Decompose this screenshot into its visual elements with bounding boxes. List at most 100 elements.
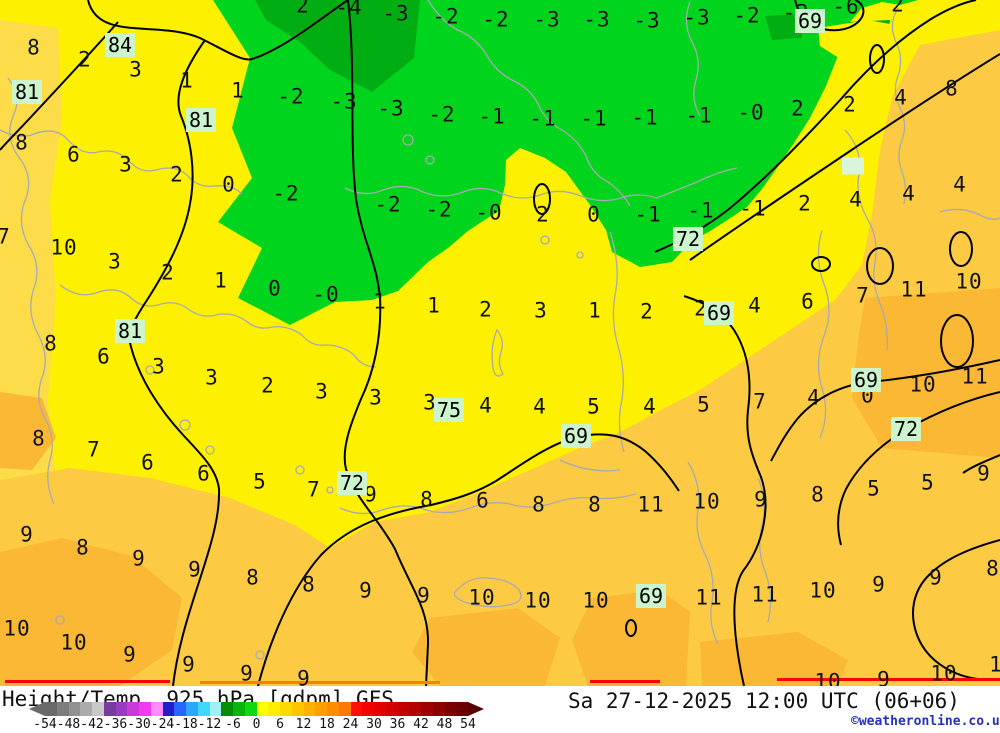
grid-temperature-value: 11: [900, 277, 928, 302]
grid-temperature-value: -1: [739, 196, 767, 221]
grid-temperature-value: 10: [3, 616, 31, 641]
grid-temperature-value: 9: [240, 661, 254, 686]
grid-temperature-value: -1: [478, 104, 506, 129]
colorbar-cell: [56, 702, 69, 716]
grid-temperature-value: 2: [798, 191, 812, 216]
grid-temperature-value: 5: [587, 394, 601, 419]
grid-temperature-value: 10: [955, 269, 983, 294]
grid-temperature-value: 2: [694, 296, 708, 321]
grid-temperature-value: 2: [296, 0, 310, 18]
contour-height-label: 84: [104, 33, 136, 57]
grid-temperature-value: 1: [214, 268, 228, 293]
grid-temperature-value: 2: [479, 297, 493, 322]
contour-height-label: 81: [185, 108, 217, 132]
colorbar-cell: [221, 702, 233, 716]
colorbar-cell: [280, 702, 292, 716]
grid-temperature-value: 4: [643, 394, 657, 419]
grid-temperature-value: 2: [170, 162, 184, 187]
grid-temperature-value: -2: [428, 102, 456, 127]
colorbar-tick-label: -18: [174, 717, 198, 732]
grid-temperature-value: 10: [930, 661, 958, 686]
grid-temperature-value: 4: [807, 385, 821, 410]
grid-temperature-value: 1: [373, 289, 387, 314]
grid-temperature-value: 5: [253, 469, 267, 494]
colorbar-tick-label: 0: [252, 717, 261, 732]
colorbar-cell: [338, 702, 351, 716]
region-green-dark-1: [255, 0, 420, 92]
colorbar-right-arrow: [468, 702, 484, 716]
grid-temperature-value: 9: [364, 482, 378, 507]
contour-height-label: 72: [672, 227, 704, 251]
grid-temperature-value: 6: [67, 142, 81, 167]
grid-temperature-value: -3: [683, 5, 711, 30]
grid-temperature-value: 7: [856, 283, 870, 308]
colorbar-cell: [315, 702, 327, 716]
grid-temperature-value: -2: [425, 197, 453, 222]
grid-temperature-value: 4: [894, 85, 908, 110]
grid-temperature-value: 8: [811, 482, 825, 507]
grid-temperature-value: 3: [369, 385, 383, 410]
grid-temperature-value: 10: [582, 588, 610, 613]
grid-temperature-value: 5: [867, 476, 881, 501]
contour-height-label: 81: [11, 80, 43, 104]
grid-temperature-value: 4: [902, 181, 916, 206]
contour-height-label: 69: [794, 9, 826, 33]
grid-temperature-value: -3: [583, 7, 611, 32]
grid-temperature-value: 8: [588, 492, 602, 517]
colorbar-cell: [150, 702, 163, 716]
contour-height-label: 72: [336, 471, 368, 495]
grid-temperature-value: 10: [468, 585, 496, 610]
contour-height-label: 69: [850, 368, 882, 392]
grid-temperature-value: 9: [877, 667, 891, 686]
colorbar-cell: [397, 702, 410, 716]
grid-temperature-value: -3: [533, 7, 561, 32]
colorbar-cell: [374, 702, 386, 716]
grid-temperature-value: 3: [534, 298, 548, 323]
copyright-link[interactable]: ©weatheronline.co.uk: [851, 714, 1000, 729]
colorbar-cell: [456, 702, 468, 716]
grid-temperature-value: 2: [261, 373, 275, 398]
contour-height-label: 72: [890, 417, 922, 441]
colorbar-cell: [127, 702, 139, 716]
colorbar-tick-label: -12: [197, 717, 222, 732]
grid-temperature-value: -3: [377, 96, 405, 121]
grid-temperature-value: 3: [315, 379, 329, 404]
colorbar-tick-label: 30: [366, 717, 382, 732]
lakes-group: [55, 134, 584, 660]
colorbar-cell: [197, 702, 210, 716]
grid-temperature-value: 3: [129, 57, 143, 82]
colorbar-tick-label: 54: [460, 717, 476, 732]
colorbar-tick-label: 18: [319, 717, 335, 732]
grid-temperature-value: 9: [872, 572, 886, 597]
grid-temperature-value: 4: [849, 187, 863, 212]
grid-temperature-value: 5: [697, 392, 711, 417]
colorbar-tick-label: 42: [413, 717, 429, 732]
grid-temperature-value: 9: [754, 487, 768, 512]
grid-temperature-value: 9: [297, 666, 311, 686]
colorbar-cell: [115, 702, 128, 716]
grid-temperature-value: -1: [580, 106, 608, 131]
grid-temperature-value: 11: [961, 364, 989, 389]
grid-temperature-value: -2: [277, 84, 305, 109]
coastline-group: [0, 0, 1000, 645]
grid-temperature-value: 10: [909, 372, 937, 397]
grid-temperature-value: -1: [631, 105, 659, 130]
region-orange-bottom-left: [0, 538, 182, 686]
grid-temperature-value: -4: [335, 0, 363, 20]
map-graphic: [0, 0, 1000, 686]
grid-temperature-value: 8: [420, 487, 434, 512]
grid-temperature-value: 2: [891, 0, 905, 17]
grid-temperature-value: 8: [32, 426, 46, 451]
contour-height-label: 69: [703, 301, 735, 325]
colorbar-cell: [350, 702, 363, 716]
colorbar-cell: [244, 702, 257, 716]
colorbar-tick-label: -42: [80, 717, 104, 732]
grid-temperature-value: 11: [695, 585, 723, 610]
contour-height-label: 69: [560, 424, 592, 448]
grid-temperature-value: 8: [945, 76, 959, 101]
contour-height-label: 75: [433, 398, 465, 422]
grid-temperature-value: 3: [152, 354, 166, 379]
colorbar-tick-label: 24: [342, 717, 359, 732]
grid-temperature-value: -2: [733, 3, 761, 28]
grid-temperature-value: 2: [78, 47, 92, 72]
